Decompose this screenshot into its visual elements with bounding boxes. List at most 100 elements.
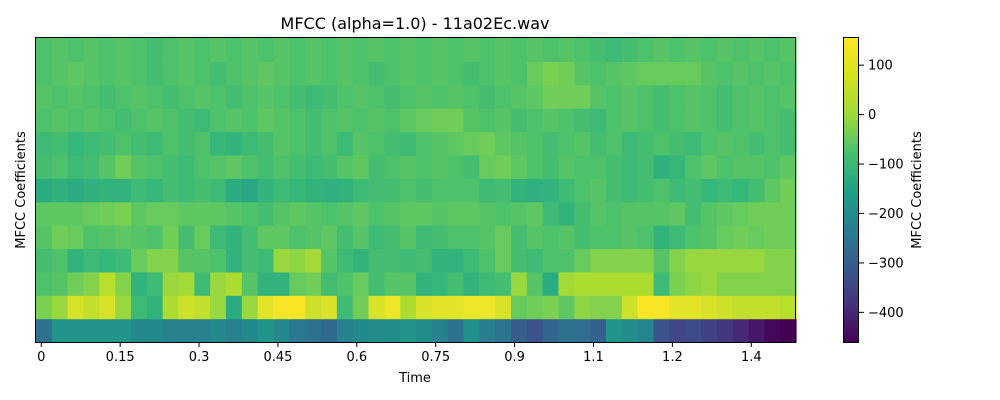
heatmap-cell	[431, 318, 449, 343]
heatmap-cell	[574, 248, 591, 273]
heatmap-cell	[732, 201, 750, 226]
heatmap-cell	[748, 271, 765, 296]
heatmap-cell	[669, 178, 686, 203]
heatmap-cell	[336, 154, 354, 179]
heatmap-cell	[685, 108, 702, 133]
heatmap-cell	[162, 108, 180, 133]
heatmap-cell	[495, 61, 512, 86]
heatmap-cell	[463, 201, 480, 226]
heatmap-cell	[431, 108, 449, 133]
heatmap-cell	[669, 248, 686, 273]
heatmap-cell	[289, 108, 306, 133]
heatmap-cell	[289, 318, 306, 343]
heatmap-cells	[36, 38, 797, 343]
heatmap-cell	[431, 61, 449, 86]
heatmap-cell	[416, 178, 433, 203]
heatmap-cell	[210, 154, 227, 179]
heatmap-cell	[210, 318, 227, 343]
heatmap-cell	[590, 295, 607, 320]
heatmap-cell	[716, 61, 734, 86]
heatmap-cell	[194, 225, 211, 250]
heatmap-cell	[131, 248, 148, 273]
heatmap-cell	[431, 271, 449, 296]
heatmap-cell	[178, 318, 195, 343]
heatmap-cell	[495, 108, 512, 133]
heatmap-cell	[194, 178, 211, 203]
heatmap-cell	[241, 318, 259, 343]
heatmap-cell	[764, 248, 781, 273]
heatmap-cell	[336, 108, 354, 133]
heatmap-cell	[701, 318, 718, 343]
heatmap-cell	[115, 108, 132, 133]
colorbar	[843, 37, 859, 343]
heatmap-cell	[67, 61, 85, 86]
heatmap-cell	[336, 131, 354, 156]
heatmap-cell	[526, 131, 544, 156]
heatmap-cell	[67, 108, 85, 133]
heatmap-cell	[67, 201, 85, 226]
heatmap-cell	[162, 271, 180, 296]
heatmap-cell	[511, 61, 528, 86]
heatmap-cell	[289, 248, 306, 273]
heatmap-cell	[336, 84, 354, 109]
heatmap-cell	[115, 131, 132, 156]
heatmap-cell	[526, 295, 544, 320]
heatmap-cell	[701, 84, 718, 109]
heatmap-cell	[637, 131, 655, 156]
heatmap-cell	[558, 61, 575, 86]
heatmap-cell	[431, 295, 449, 320]
heatmap-cell	[447, 295, 465, 320]
heatmap-cell	[764, 295, 781, 320]
heatmap-cell	[178, 201, 195, 226]
heatmap-cell	[447, 131, 465, 156]
heatmap-cell	[321, 248, 338, 273]
heatmap-cell	[67, 318, 85, 343]
heatmap-cell	[621, 295, 639, 320]
heatmap-cell	[51, 61, 69, 86]
heatmap-cell	[352, 295, 370, 320]
heatmap-cell	[131, 61, 148, 86]
heatmap-cell	[685, 178, 702, 203]
heatmap-cell	[590, 271, 607, 296]
heatmap-cell	[83, 38, 100, 62]
heatmap-cell	[321, 84, 338, 109]
heatmap-cell	[511, 108, 528, 133]
heatmap-cell	[36, 271, 53, 296]
colorbar-tick-label: 0	[868, 108, 876, 123]
heatmap-cell	[289, 131, 306, 156]
heatmap-cell	[764, 61, 781, 86]
heatmap-cell	[479, 131, 496, 156]
heatmap-cell	[131, 271, 148, 296]
colorbar-label: MFCC Coefficients	[910, 131, 925, 249]
heatmap-cell	[273, 178, 290, 203]
heatmap-cell	[764, 131, 781, 156]
heatmap-cell	[701, 61, 718, 86]
heatmap-cell	[574, 271, 591, 296]
heatmap-cell	[368, 271, 385, 296]
heatmap-cell	[36, 154, 53, 179]
heatmap-cell	[83, 131, 100, 156]
heatmap-cell	[368, 84, 385, 109]
heatmap-cell	[590, 108, 607, 133]
heatmap-cell	[146, 295, 164, 320]
heatmap-cell	[542, 201, 560, 226]
heatmap-cell	[526, 178, 544, 203]
heatmap-cell	[479, 248, 496, 273]
heatmap-cell	[479, 271, 496, 296]
heatmap-cell	[669, 38, 686, 62]
heatmap-cell	[321, 318, 338, 343]
heatmap-cell	[305, 84, 322, 109]
heatmap-cell	[574, 201, 591, 226]
heatmap-cell	[542, 295, 560, 320]
heatmap-cell	[194, 38, 211, 62]
heatmap-cell	[780, 108, 797, 133]
heatmap-cell	[416, 271, 433, 296]
heatmap-cell	[162, 318, 180, 343]
heatmap-cell	[194, 131, 211, 156]
heatmap-cell	[226, 178, 243, 203]
heatmap-cell	[146, 318, 164, 343]
x-tick-label: 0.45	[263, 350, 292, 365]
heatmap-cell	[384, 271, 401, 296]
heatmap-cell	[131, 318, 148, 343]
heatmap-cell	[146, 225, 164, 250]
